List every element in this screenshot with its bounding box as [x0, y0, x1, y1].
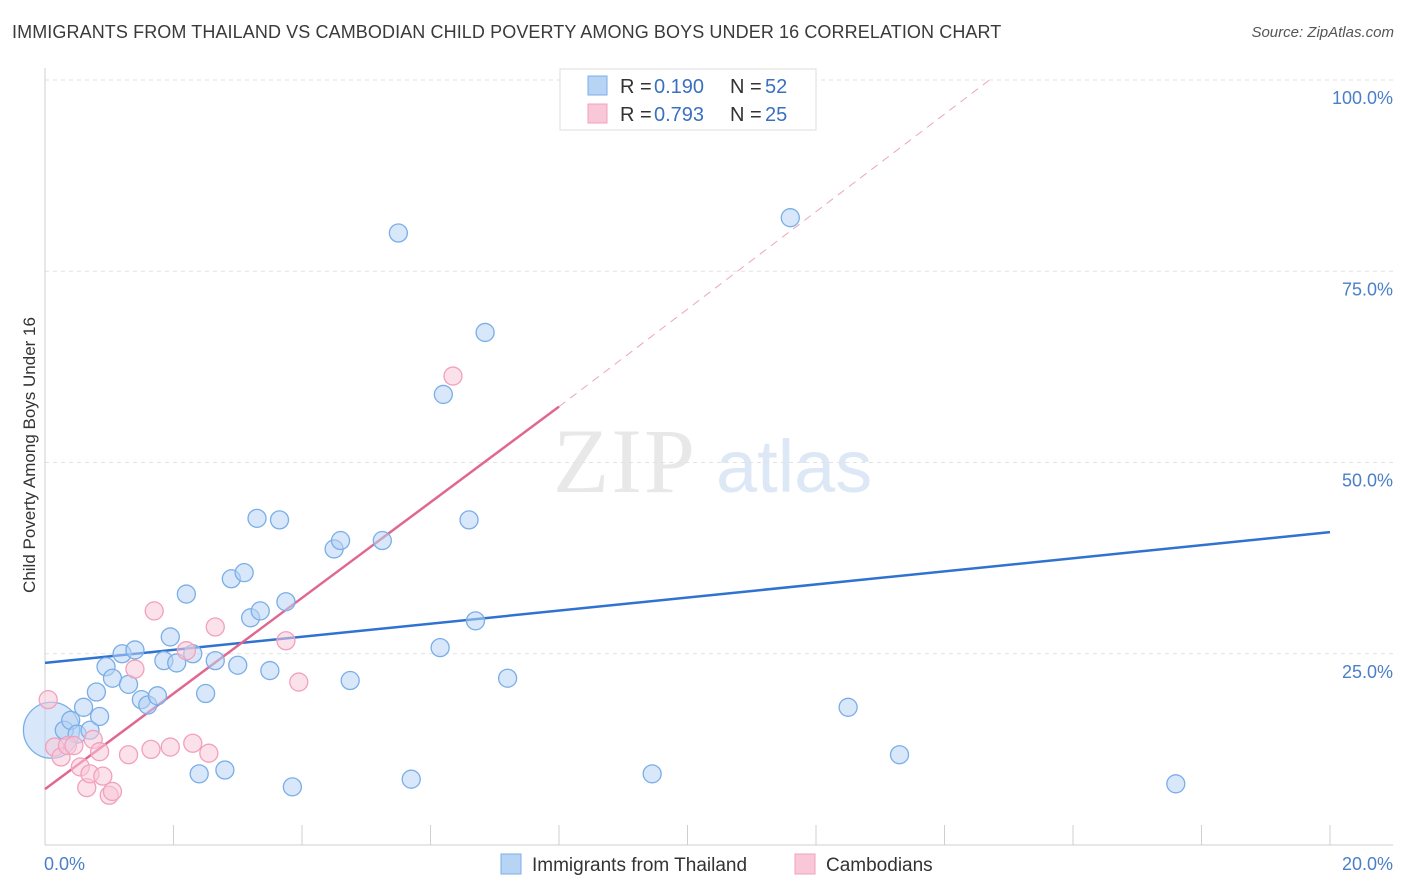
point-thailand [838, 697, 858, 717]
trendline-cambodians [44, 405, 560, 791]
point-thailand [433, 384, 454, 405]
point-cambodians [102, 781, 123, 802]
trend-lines [44, 79, 1331, 791]
point-cambodians [199, 743, 219, 763]
legend-r-label-cambodians: R = [620, 104, 652, 126]
point-thailand [475, 322, 495, 343]
point-cambodians [276, 631, 296, 651]
point-thailand [497, 668, 518, 688]
point-thailand [215, 760, 235, 780]
point-thailand [189, 764, 209, 784]
trendline-thailand [44, 530, 1331, 665]
legend-r-label-thailand: R = [620, 76, 652, 98]
watermark-zip: ZIP [553, 410, 697, 512]
point-thailand [86, 682, 107, 702]
legend-n-value-cambodians: 25 [765, 104, 787, 126]
y-tick-label: 25.0% [1342, 662, 1393, 682]
point-thailand [340, 670, 360, 691]
watermark-atlas: atlas [716, 425, 872, 508]
top-legend: R = 0.190 N = 52 R = 0.793 N = 25 [559, 68, 817, 131]
point-cambodians [289, 672, 309, 692]
bottom-legend-label-cambodians: Cambodians [826, 855, 933, 876]
point-thailand [73, 697, 94, 717]
legend-n-label-thailand: N = [730, 76, 762, 98]
point-cambodians [183, 733, 203, 753]
point-thailand [205, 650, 225, 671]
point-cambodians [176, 641, 197, 661]
watermark: ZIP atlas [553, 410, 872, 512]
point-cambodians [93, 766, 113, 786]
point-thailand [89, 706, 110, 727]
y-tick-label: 75.0% [1342, 279, 1393, 299]
point-thailand [195, 683, 216, 704]
x-tick-label: 0.0% [44, 854, 85, 874]
point-thailand [388, 223, 409, 243]
y-axis-label: Child Poverty Among Boys Under 16 [20, 317, 39, 593]
point-thailand [260, 660, 280, 681]
point-thailand [401, 769, 421, 789]
tick-labels: 100.0% 75.0% 50.0% 25.0% 0.0% 20.0% [44, 88, 1393, 874]
legend-swatch-cambodians [587, 103, 608, 124]
bottom-legend-swatch-thailand [500, 853, 522, 875]
trendline-cambodians-extension [558, 79, 990, 408]
y-tick-label: 100.0% [1332, 88, 1393, 108]
bottom-legend-label-thailand: Immigrants from Thailand [532, 855, 747, 876]
point-thailand [889, 745, 910, 765]
point-cambodians [89, 742, 110, 762]
point-thailand [1166, 774, 1186, 794]
point-thailand [250, 601, 270, 621]
point-thailand [247, 508, 267, 528]
point-cambodians [443, 366, 463, 386]
point-thailand [102, 668, 123, 688]
point-thailand [642, 764, 662, 784]
point-thailand [282, 777, 303, 797]
point-cambodians [64, 735, 84, 756]
point-thailand [269, 510, 290, 530]
point-cambodians [144, 601, 164, 621]
point-thailand [330, 530, 351, 551]
point-thailand [160, 627, 180, 647]
x-tick-label: 20.0% [1342, 854, 1393, 874]
chart-title: IMMIGRANTS FROM THAILAND VS CAMBODIAN CH… [12, 22, 1002, 42]
point-thailand [234, 563, 254, 583]
point-cambodians [118, 745, 139, 765]
point-cambodians [38, 690, 58, 710]
y-tick-label: 50.0% [1342, 471, 1393, 491]
point-cambodians [125, 659, 145, 679]
point-thailand [430, 637, 450, 658]
point-thailand [125, 640, 145, 660]
legend-n-label-cambodians: N = [730, 104, 762, 126]
legend-r-value-thailand: 0.190 [654, 76, 704, 98]
point-thailand [276, 592, 296, 612]
source-label: Source: ZipAtlas.com [1251, 24, 1394, 41]
point-thailand [459, 510, 479, 530]
point-cambodians [141, 739, 161, 760]
point-thailand [372, 530, 392, 551]
bottom-legend: Immigrants from Thailand Cambodians [500, 853, 933, 876]
legend-n-value-thailand: 52 [765, 76, 787, 98]
point-thailand [176, 584, 197, 604]
data-points [22, 208, 1186, 805]
point-thailand [147, 686, 168, 706]
bottom-legend-swatch-cambodians [794, 853, 816, 875]
point-thailand [780, 208, 800, 228]
legend-swatch-thailand [587, 75, 608, 96]
point-thailand [465, 611, 486, 631]
legend-r-value-cambodians: 0.793 [654, 104, 704, 126]
point-cambodians [205, 617, 225, 637]
point-thailand [228, 655, 248, 675]
point-cambodians [160, 737, 180, 757]
